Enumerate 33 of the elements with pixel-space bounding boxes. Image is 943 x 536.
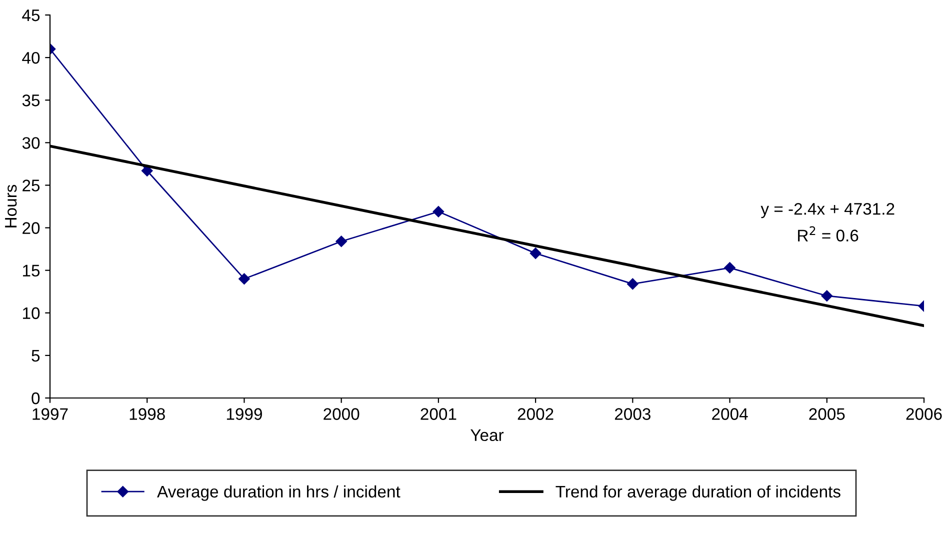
y-tick-label: 35 — [22, 94, 40, 106]
x-tick-label: 2001 — [420, 408, 456, 420]
point — [432, 206, 444, 218]
y-tick-label: 15 — [23, 264, 40, 277]
x-tick-label: 2006 — [906, 408, 942, 420]
point — [724, 262, 736, 274]
x-axis-title: Year — [470, 429, 504, 442]
y-tick-label: 5 — [32, 350, 40, 362]
annotation: R$^{2}$ = 0.6 — [798, 226, 858, 242]
legend-label: Average duration in hrs / incident — [157, 485, 400, 501]
point — [238, 273, 250, 284]
point — [530, 248, 542, 259]
y-tick-label: 45 — [22, 10, 40, 22]
y-tick-label: 0 — [32, 392, 40, 404]
y-tick-label: 25 — [22, 180, 40, 192]
point — [821, 290, 832, 302]
y-tick-label: 30 — [22, 137, 40, 149]
legend-label: Trend for average duration of incidents — [556, 485, 840, 501]
x-tick-label: 2004 — [712, 408, 748, 420]
x-tick-label: 1998 — [130, 408, 165, 420]
y-tick-label: 10 — [23, 307, 40, 320]
x-tick-label: 2002 — [518, 408, 554, 420]
point — [336, 236, 347, 247]
y-axis-title: Hours — [5, 184, 17, 228]
x-tick-label: 2000 — [324, 408, 360, 420]
x-tick-label: 2003 — [614, 408, 650, 420]
y-tick-label: 20 — [22, 222, 40, 234]
annotation: y = -2.4x + 4731.2 — [760, 203, 894, 218]
x-tick-label: 1999 — [226, 408, 262, 420]
x-tick-label: 2005 — [809, 408, 845, 420]
y-tick-label: 40 — [22, 52, 40, 64]
x-tick-label: 1997 — [32, 408, 68, 420]
point — [627, 278, 638, 290]
